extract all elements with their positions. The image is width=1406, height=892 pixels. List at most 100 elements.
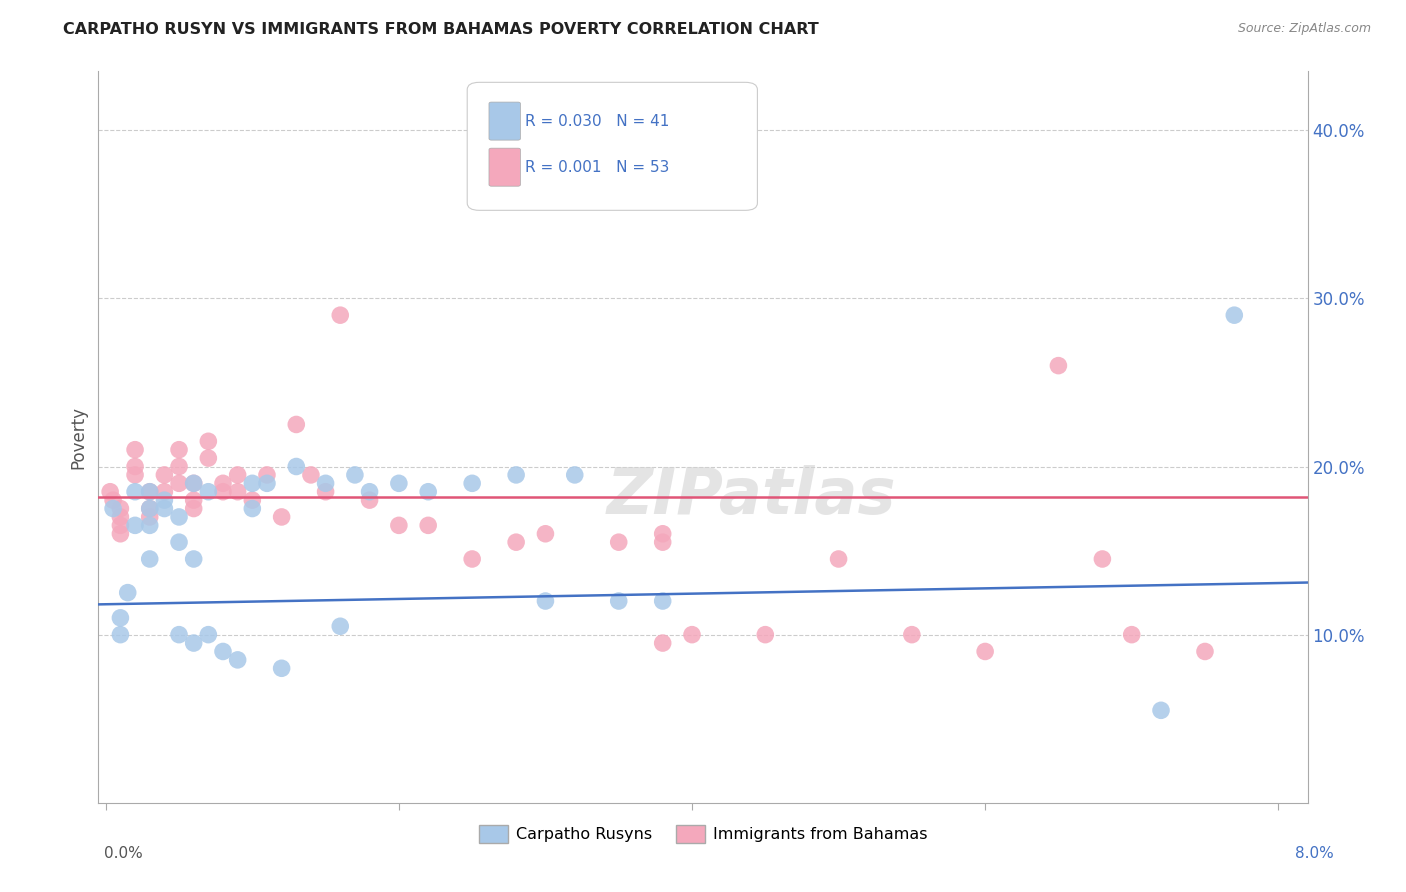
- Point: [564, 467, 586, 482]
- Point: [183, 501, 205, 516]
- Point: [138, 552, 160, 566]
- Point: [343, 467, 366, 482]
- Point: [138, 484, 160, 499]
- Point: [388, 476, 411, 491]
- Text: 8.0%: 8.0%: [1295, 846, 1334, 861]
- Text: 0.0%: 0.0%: [104, 846, 143, 861]
- Text: ZIPatlas: ZIPatlas: [606, 465, 896, 526]
- Point: [138, 510, 160, 524]
- Point: [124, 518, 146, 533]
- Point: [270, 510, 292, 524]
- Point: [226, 484, 249, 499]
- Point: [197, 484, 219, 499]
- Point: [607, 535, 630, 549]
- Point: [534, 594, 557, 608]
- Point: [197, 627, 219, 641]
- Point: [1047, 359, 1070, 373]
- FancyBboxPatch shape: [467, 82, 758, 211]
- Point: [110, 501, 132, 516]
- Point: [315, 476, 337, 491]
- Point: [167, 459, 190, 474]
- Point: [256, 476, 278, 491]
- Point: [901, 627, 924, 641]
- Point: [110, 627, 132, 641]
- Point: [183, 552, 205, 566]
- Point: [285, 459, 308, 474]
- Point: [138, 501, 160, 516]
- Point: [329, 308, 352, 322]
- Point: [183, 636, 205, 650]
- FancyBboxPatch shape: [489, 148, 520, 186]
- Point: [607, 594, 630, 608]
- Point: [270, 661, 292, 675]
- Point: [505, 467, 527, 482]
- Point: [212, 484, 235, 499]
- Point: [534, 526, 557, 541]
- Point: [226, 653, 249, 667]
- Point: [197, 434, 219, 449]
- Point: [138, 484, 160, 499]
- Point: [329, 619, 352, 633]
- Point: [124, 442, 146, 457]
- Point: [167, 476, 190, 491]
- Point: [651, 594, 673, 608]
- Point: [110, 611, 132, 625]
- Point: [1194, 644, 1216, 658]
- Point: [418, 518, 440, 533]
- Point: [299, 467, 322, 482]
- Point: [101, 493, 124, 508]
- Point: [167, 510, 190, 524]
- FancyBboxPatch shape: [489, 102, 520, 140]
- Point: [117, 585, 139, 599]
- Y-axis label: Poverty: Poverty: [69, 406, 87, 468]
- Point: [197, 451, 219, 466]
- Point: [226, 467, 249, 482]
- Point: [1121, 627, 1143, 641]
- Point: [153, 467, 176, 482]
- Point: [98, 484, 121, 499]
- Point: [461, 552, 484, 566]
- Point: [1091, 552, 1114, 566]
- Point: [110, 526, 132, 541]
- Point: [1223, 308, 1246, 322]
- Point: [124, 467, 146, 482]
- Point: [138, 501, 160, 516]
- Point: [138, 518, 160, 533]
- Point: [183, 476, 205, 491]
- Point: [1150, 703, 1173, 717]
- Point: [388, 518, 411, 533]
- Legend: Carpatho Rusyns, Immigrants from Bahamas: Carpatho Rusyns, Immigrants from Bahamas: [472, 819, 934, 850]
- Point: [240, 493, 263, 508]
- Point: [418, 484, 440, 499]
- Point: [256, 467, 278, 482]
- Point: [183, 493, 205, 508]
- Text: CARPATHO RUSYN VS IMMIGRANTS FROM BAHAMAS POVERTY CORRELATION CHART: CARPATHO RUSYN VS IMMIGRANTS FROM BAHAMA…: [63, 22, 820, 37]
- Point: [505, 535, 527, 549]
- Point: [212, 476, 235, 491]
- Point: [153, 484, 176, 499]
- Point: [240, 501, 263, 516]
- Text: R = 0.001   N = 53: R = 0.001 N = 53: [526, 160, 669, 175]
- Point: [359, 493, 381, 508]
- Point: [651, 535, 673, 549]
- Point: [167, 535, 190, 549]
- Point: [827, 552, 849, 566]
- Point: [285, 417, 308, 432]
- Point: [315, 484, 337, 499]
- Point: [110, 518, 132, 533]
- Point: [461, 476, 484, 491]
- Point: [153, 493, 176, 508]
- Point: [240, 476, 263, 491]
- Point: [974, 644, 997, 658]
- Point: [212, 644, 235, 658]
- Text: Source: ZipAtlas.com: Source: ZipAtlas.com: [1237, 22, 1371, 36]
- Point: [651, 526, 673, 541]
- Point: [183, 476, 205, 491]
- Point: [359, 484, 381, 499]
- Point: [110, 510, 132, 524]
- Point: [651, 636, 673, 650]
- Point: [124, 484, 146, 499]
- Point: [681, 627, 703, 641]
- Point: [754, 627, 776, 641]
- Point: [167, 442, 190, 457]
